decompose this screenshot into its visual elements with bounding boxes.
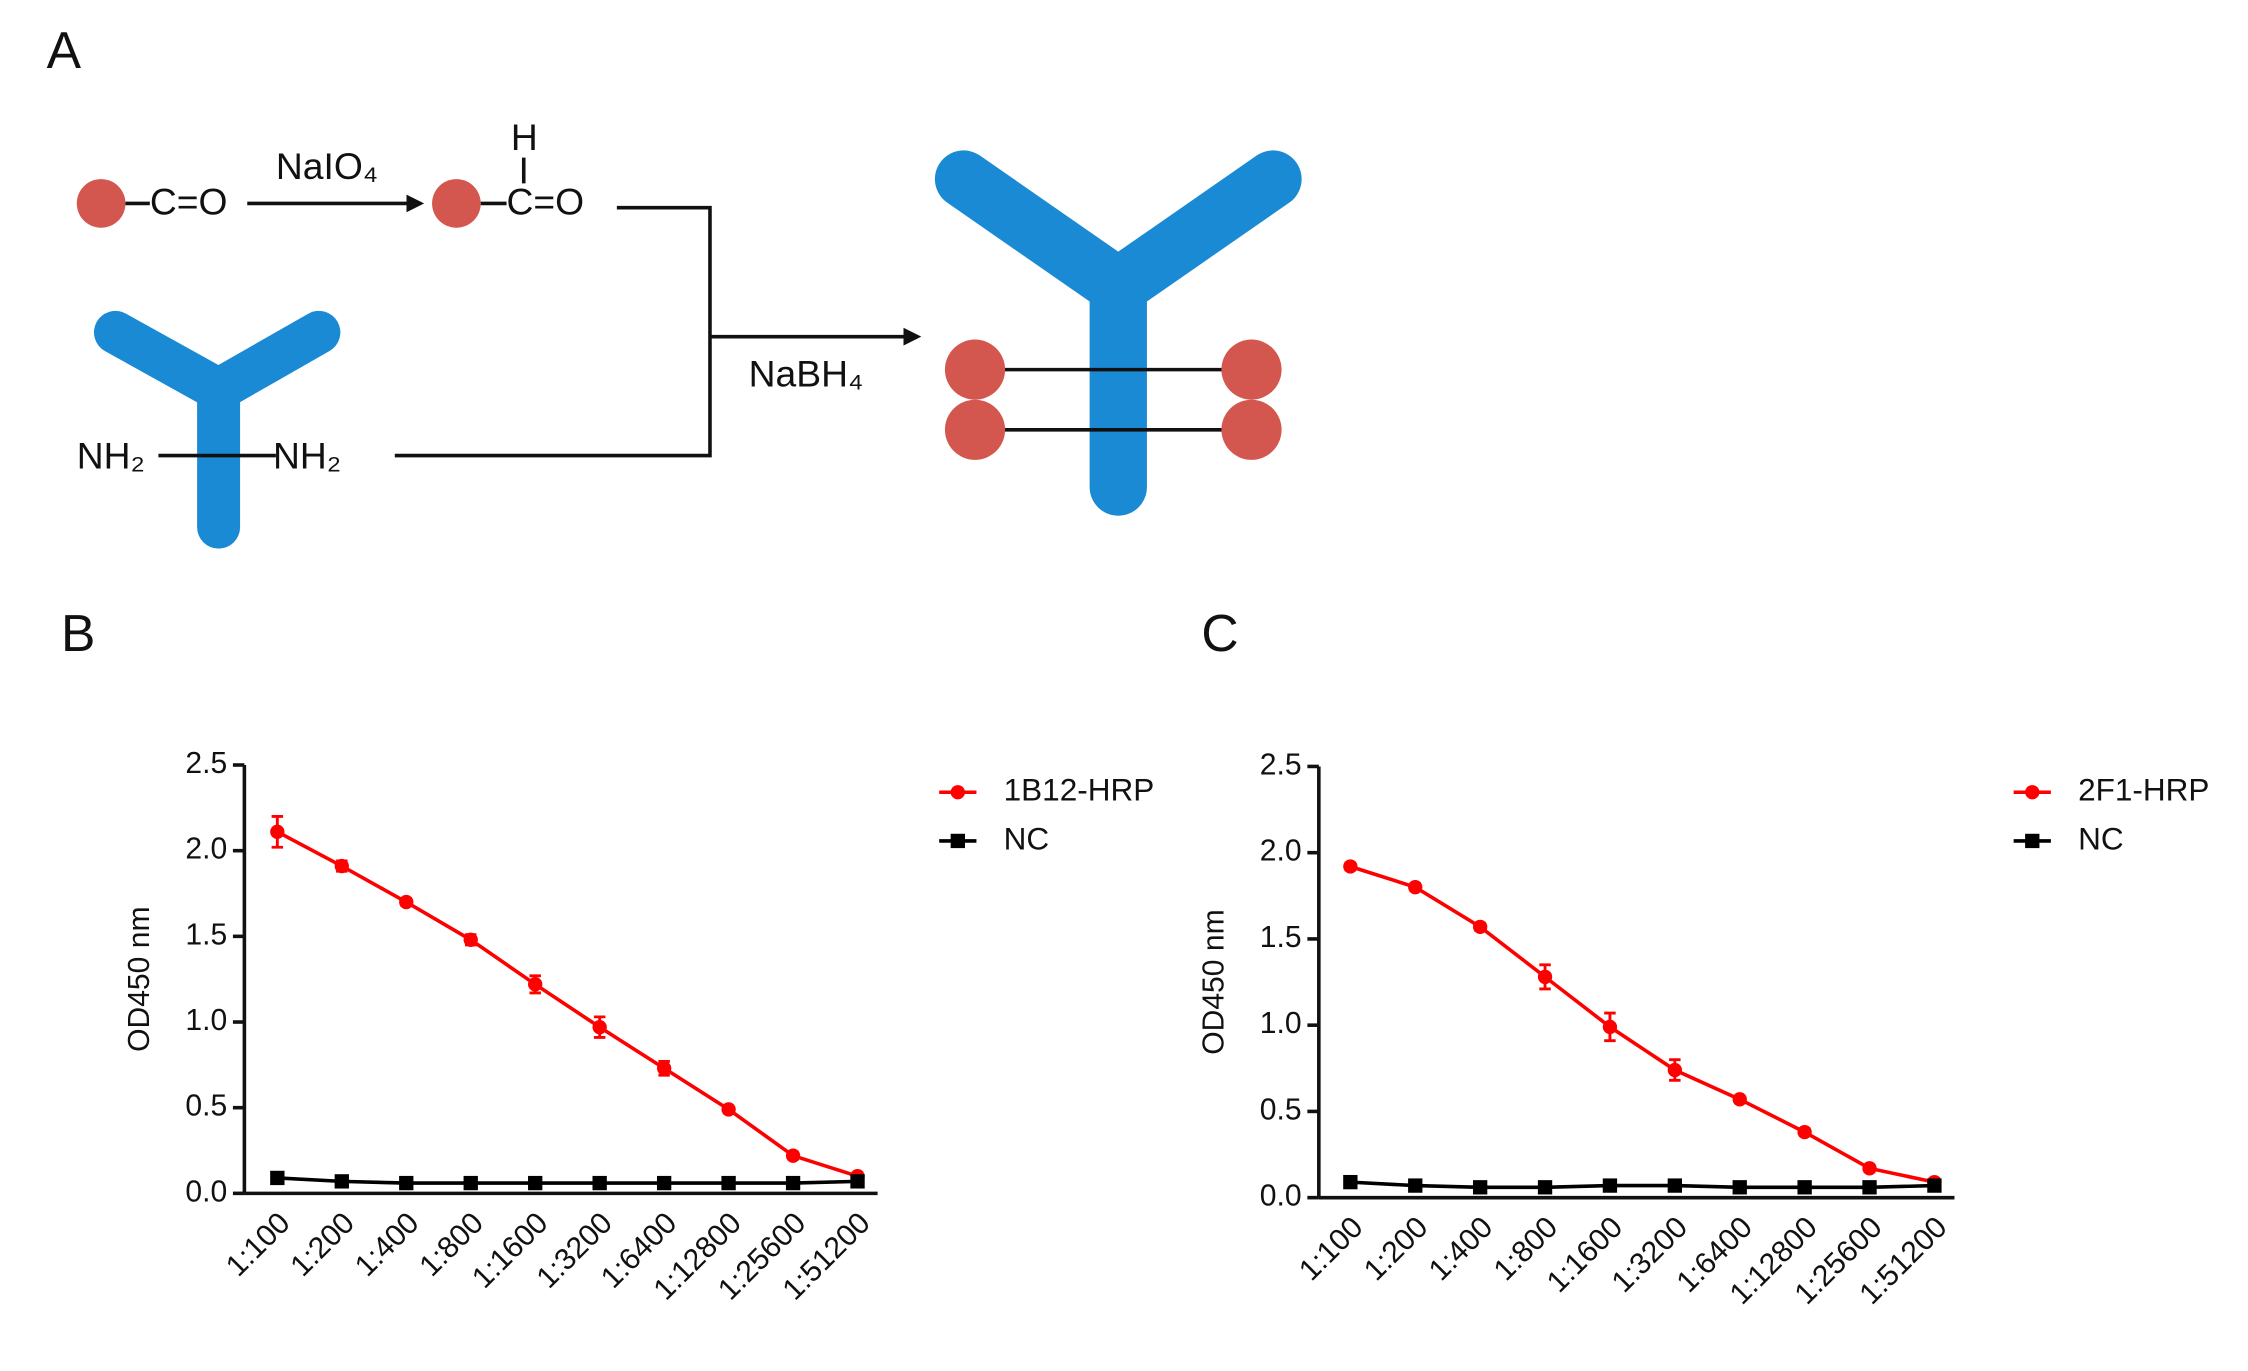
marker [334, 858, 349, 874]
marker [721, 1175, 736, 1191]
marker [1602, 1178, 1618, 1193]
marker [1343, 859, 1358, 874]
marker [1408, 1178, 1423, 1193]
marker [528, 1175, 543, 1191]
x-tick-label: 1:200 [1358, 1211, 1435, 1288]
legend-marker [950, 833, 965, 849]
marker [656, 1175, 672, 1191]
marker [1343, 1174, 1358, 1190]
marker [399, 894, 414, 910]
marker [1537, 1180, 1553, 1195]
marker [785, 1148, 801, 1163]
series-line [277, 1176, 858, 1185]
carbohydrate [432, 179, 481, 228]
marker [1862, 1161, 1877, 1176]
y-tick-label: 1.0 [185, 1004, 227, 1037]
group-label: NH₂ [77, 434, 145, 476]
y-tick-label: 1.5 [1260, 921, 1302, 954]
marker [528, 977, 543, 992]
panel-label: B [61, 604, 95, 662]
panel-label: A [47, 21, 82, 79]
x-tick-label: 1:100 [220, 1206, 297, 1283]
y-tick-label: 2.5 [1260, 748, 1302, 781]
y-tick-label: 0.0 [185, 1175, 227, 1208]
y-tick-label: 0.0 [1260, 1180, 1302, 1213]
marker [1667, 1062, 1682, 1078]
marker [1732, 1180, 1747, 1195]
marker [1797, 1124, 1812, 1140]
legend-label: 2F1-HRP [2078, 772, 2209, 808]
y-tick-label: 0.5 [1260, 1093, 1302, 1126]
y-tick-label: 0.5 [185, 1090, 227, 1123]
x-tick-label: 1:100 [1293, 1211, 1370, 1288]
marker [721, 1102, 736, 1117]
chart: C0.00.51.01.52.02.51:1001:2001:4001:8001… [1198, 604, 2210, 1311]
marker [785, 1175, 801, 1191]
y-tick-label: 1.0 [1260, 1007, 1302, 1040]
bracket [394, 205, 712, 458]
marker [1408, 880, 1423, 895]
series-line [1350, 1180, 1935, 1190]
legend-marker [950, 785, 965, 800]
chart: B0.00.51.01.52.02.51:1001:2001:4001:8001… [61, 604, 1154, 1306]
y-tick-label: 2.0 [1260, 835, 1302, 868]
x-tick-label: 1:400 [349, 1206, 426, 1283]
conjugate [934, 150, 1302, 516]
marker [1667, 1178, 1682, 1193]
antibody [93, 310, 341, 549]
marker [1797, 1180, 1812, 1195]
marker [592, 1175, 607, 1191]
x-tick-label: 1:200 [284, 1206, 361, 1283]
group-label: C=O [507, 181, 585, 223]
marker [1537, 969, 1553, 985]
marker [463, 932, 478, 947]
y-axis-label: OD450 nm [1198, 909, 1231, 1054]
legend-marker [2025, 833, 2040, 849]
panel-label: C [1201, 604, 1238, 662]
carbohydrate [76, 179, 126, 228]
diagram: A C=O NaIO₄ H C=O NaBH₄ NH₂ NH₂ [47, 21, 1302, 549]
marker [1602, 1019, 1618, 1035]
series-line [1349, 864, 1935, 1184]
reagent-label: NaBH₄ [749, 353, 864, 395]
legend-label: NC [2078, 820, 2123, 856]
reagent-label: NaIO₄ [276, 145, 378, 187]
group-label: NH₂ [273, 434, 341, 476]
marker [334, 1174, 349, 1189]
marker [592, 1019, 607, 1035]
y-tick-label: 2.5 [185, 747, 227, 780]
group-label: C=O [150, 181, 228, 223]
marker [850, 1174, 865, 1189]
y-axis-label: OD450 nm [123, 906, 156, 1051]
atom-label: H [511, 116, 538, 158]
legend-label: NC [1004, 820, 1049, 856]
series-line [276, 830, 859, 1178]
marker [1472, 1180, 1488, 1195]
marker [1927, 1178, 1942, 1193]
legend-label: 1B12-HRP [1004, 772, 1155, 808]
y-tick-label: 1.5 [185, 918, 227, 951]
y-tick-label: 2.0 [185, 833, 227, 866]
marker [270, 824, 285, 839]
marker [463, 1175, 478, 1191]
marker [1472, 919, 1488, 935]
marker [399, 1175, 414, 1191]
charts: B0.00.51.01.52.02.51:1001:2001:4001:8001… [61, 604, 2209, 1311]
legend-marker [2025, 785, 2040, 800]
marker [1862, 1180, 1877, 1195]
marker [270, 1170, 285, 1186]
marker [1732, 1092, 1747, 1107]
x-tick-label: 1:400 [1423, 1211, 1500, 1288]
marker [656, 1061, 672, 1076]
